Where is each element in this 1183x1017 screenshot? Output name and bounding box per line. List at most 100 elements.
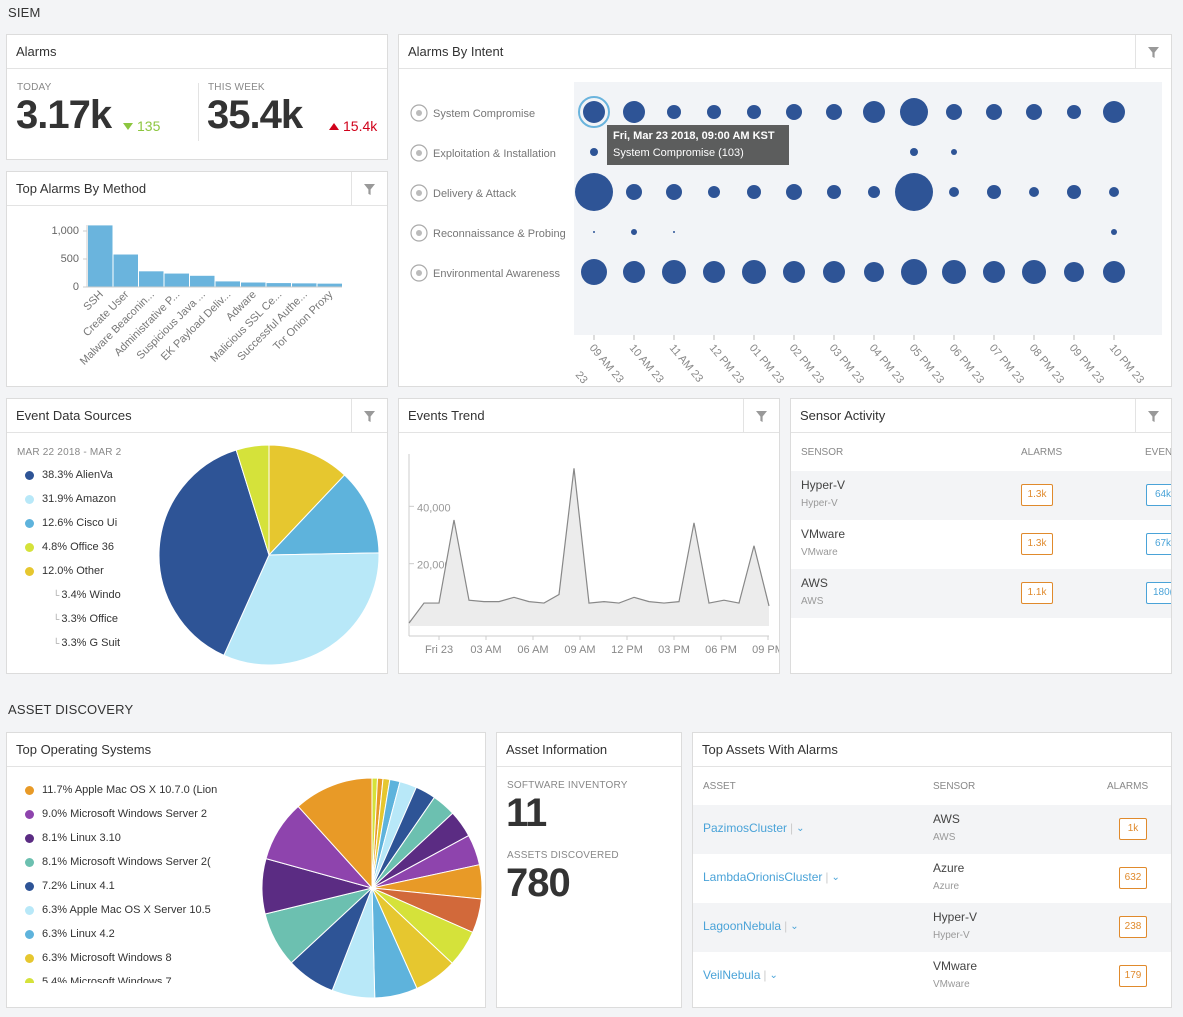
asset-link[interactable]: LambdaOrionisCluster | ⌄ (703, 870, 840, 884)
asset-sensor: Azure (933, 861, 965, 875)
bubble (667, 105, 681, 119)
sources-head: Event Data Sources (7, 399, 387, 433)
bubble (747, 105, 761, 119)
bubble (864, 262, 884, 282)
legend-item[interactable]: 9.0% Microsoft Windows Server 2 (25, 808, 217, 820)
events-badge: 64k (1146, 484, 1171, 506)
today-delta: 135 (123, 118, 160, 134)
target-icon-core (416, 190, 422, 196)
table-row[interactable]: VMware VMware 1.3k 67k (791, 520, 1171, 569)
asset-sensor: VMware (933, 959, 978, 973)
asset-info-card: Asset Information SOFTWARE INVENTORY 11 … (496, 732, 682, 1008)
bubble (1029, 187, 1039, 197)
legend-subitem[interactable]: └ 3.4% Windo (53, 589, 123, 601)
legend-label: 6.3% Linux 4.2 (42, 928, 115, 940)
target-icon (410, 184, 428, 202)
bubble (1026, 104, 1042, 120)
legend-subitem[interactable]: └ 3.3% G Suit (53, 637, 123, 649)
asset-link[interactable]: PazimosCluster | ⌄ (703, 821, 805, 835)
legend-label: 3.3% Office (61, 613, 119, 625)
legend-label: 8.1% Linux 3.10 (42, 832, 121, 844)
alarms-badge: 1.3k (1021, 533, 1053, 555)
top-assets-title: Top Assets With Alarms (693, 733, 1171, 767)
filter-button[interactable] (351, 399, 387, 433)
legend-item[interactable]: 6.3% Microsoft Windows 8 (25, 952, 217, 964)
bubble (951, 149, 957, 155)
asset-link[interactable]: LagoonNebula | ⌄ (703, 919, 799, 933)
table-row[interactable]: Hyper-V Hyper-V 1.3k 64k (791, 471, 1171, 520)
filter-icon (364, 410, 375, 422)
intent-chart: System Compromise Exploitation & Installa… (410, 82, 1162, 386)
radar-icon-shape (410, 224, 428, 242)
legend-subitem[interactable]: └ 3.3% Office (53, 613, 123, 625)
legend-label: 3.3% G Suit (61, 637, 121, 649)
x-tick-label: 12 PM (611, 644, 643, 656)
alarms-badge: 1k (1119, 818, 1147, 840)
chevron-down-icon[interactable]: ⌄ (769, 969, 778, 981)
legend-swatch (25, 881, 34, 891)
legend-item[interactable]: 31.9% Amazon (25, 493, 125, 505)
intent-row-label: Exploitation & Installation (433, 148, 556, 160)
legend-label: 38.3% AlienVa (42, 469, 113, 481)
legend-item[interactable]: 11.7% Apple Mac OS X 10.7.0 (Lion (25, 784, 217, 796)
legend-item[interactable]: 7.2% Linux 4.1 (25, 880, 217, 892)
bubble (942, 260, 966, 284)
os-card: Top Operating Systems 11.7% Apple Mac OS… (6, 732, 486, 1008)
table-row[interactable]: PazimosCluster | ⌄ AWS AWS 1k (693, 805, 1171, 854)
legend-item[interactable]: 6.3% Apple Mac OS X Server 10.5 (25, 904, 217, 916)
filter-button[interactable] (1135, 35, 1171, 69)
filter-button[interactable] (351, 172, 387, 206)
tooltip-body: System Compromise (103) (613, 147, 744, 159)
table-row[interactable]: LambdaOrionisCluster | ⌄ Azure Azure 632 (693, 854, 1171, 903)
biohazard-icon-core (416, 110, 422, 116)
sources-pie (158, 444, 380, 666)
bubble (1103, 101, 1125, 123)
bubble (786, 104, 802, 120)
filter-icon (756, 410, 767, 422)
legend-item[interactable]: 38.3% AlienVa (25, 469, 125, 481)
week-label: THIS WEEK (208, 82, 265, 93)
legend-item[interactable]: 5.4% Microsoft Windows 7 (25, 976, 217, 983)
alarms-title: Alarms (7, 35, 387, 69)
asset-sensor-sub: VMware (933, 979, 970, 990)
filter-button[interactable] (743, 399, 779, 433)
legend-item[interactable]: 8.1% Linux 3.10 (25, 832, 217, 844)
alarms-card: Alarms TODAY 3.17k 135 THIS WEEK 35.4k 1… (6, 34, 388, 160)
legend-item[interactable]: 4.8% Office 36 (25, 541, 125, 553)
sw-value: 11 (506, 791, 547, 835)
bubble (590, 148, 598, 156)
chevron-down-icon[interactable]: ⌄ (796, 822, 805, 834)
legend-item[interactable]: 6.3% Linux 4.2 (25, 928, 217, 940)
bar (266, 283, 291, 287)
legend-item[interactable]: 12.6% Cisco Ui (25, 517, 125, 529)
today-value: 3.17k (16, 93, 112, 137)
col-events: EVEN (1145, 447, 1172, 458)
radar-icon-core (416, 230, 422, 236)
x-tick-label: 07 PM 23 (987, 342, 1026, 386)
biohazard-icon (410, 104, 428, 122)
table-row[interactable]: AWS AWS 1.1k 180( (791, 569, 1171, 618)
legend-label: 11.7% Apple Mac OS X 10.7.0 (Lion (42, 784, 217, 796)
bubble (1067, 185, 1081, 199)
table-row[interactable]: VeilNebula | ⌄ VMware VMware 179 (693, 952, 1171, 1001)
bubble (626, 184, 642, 200)
bubble (703, 261, 725, 283)
chevron-down-icon[interactable]: ⌄ (831, 871, 840, 883)
bubble (786, 184, 802, 200)
intent-row-label: Delivery & Attack (433, 188, 517, 200)
asset-link[interactable]: VeilNebula | ⌄ (703, 968, 778, 982)
tooltip-title: Fri, Mar 23 2018, 09:00 AM KST (613, 130, 775, 142)
sensor-sub: VMware (801, 547, 838, 558)
pie-slice (158, 449, 270, 656)
filter-button[interactable] (1135, 399, 1171, 433)
legend-item[interactable]: 8.1% Microsoft Windows Server 2( (25, 856, 217, 868)
x-tick-label: 03 PM (658, 644, 690, 656)
biohazard-icon-shape (410, 104, 428, 122)
asset-name: VeilNebula (703, 968, 761, 982)
intent-row-label: Reconnaissance & Probing (433, 228, 566, 240)
x-tick-label: Fri 23 (425, 644, 453, 656)
chevron-down-icon[interactable]: ⌄ (790, 920, 799, 932)
legend-item[interactable]: 12.0% Other (25, 565, 125, 577)
table-row[interactable]: LagoonNebula | ⌄ Hyper-V Hyper-V 238 (693, 903, 1171, 952)
